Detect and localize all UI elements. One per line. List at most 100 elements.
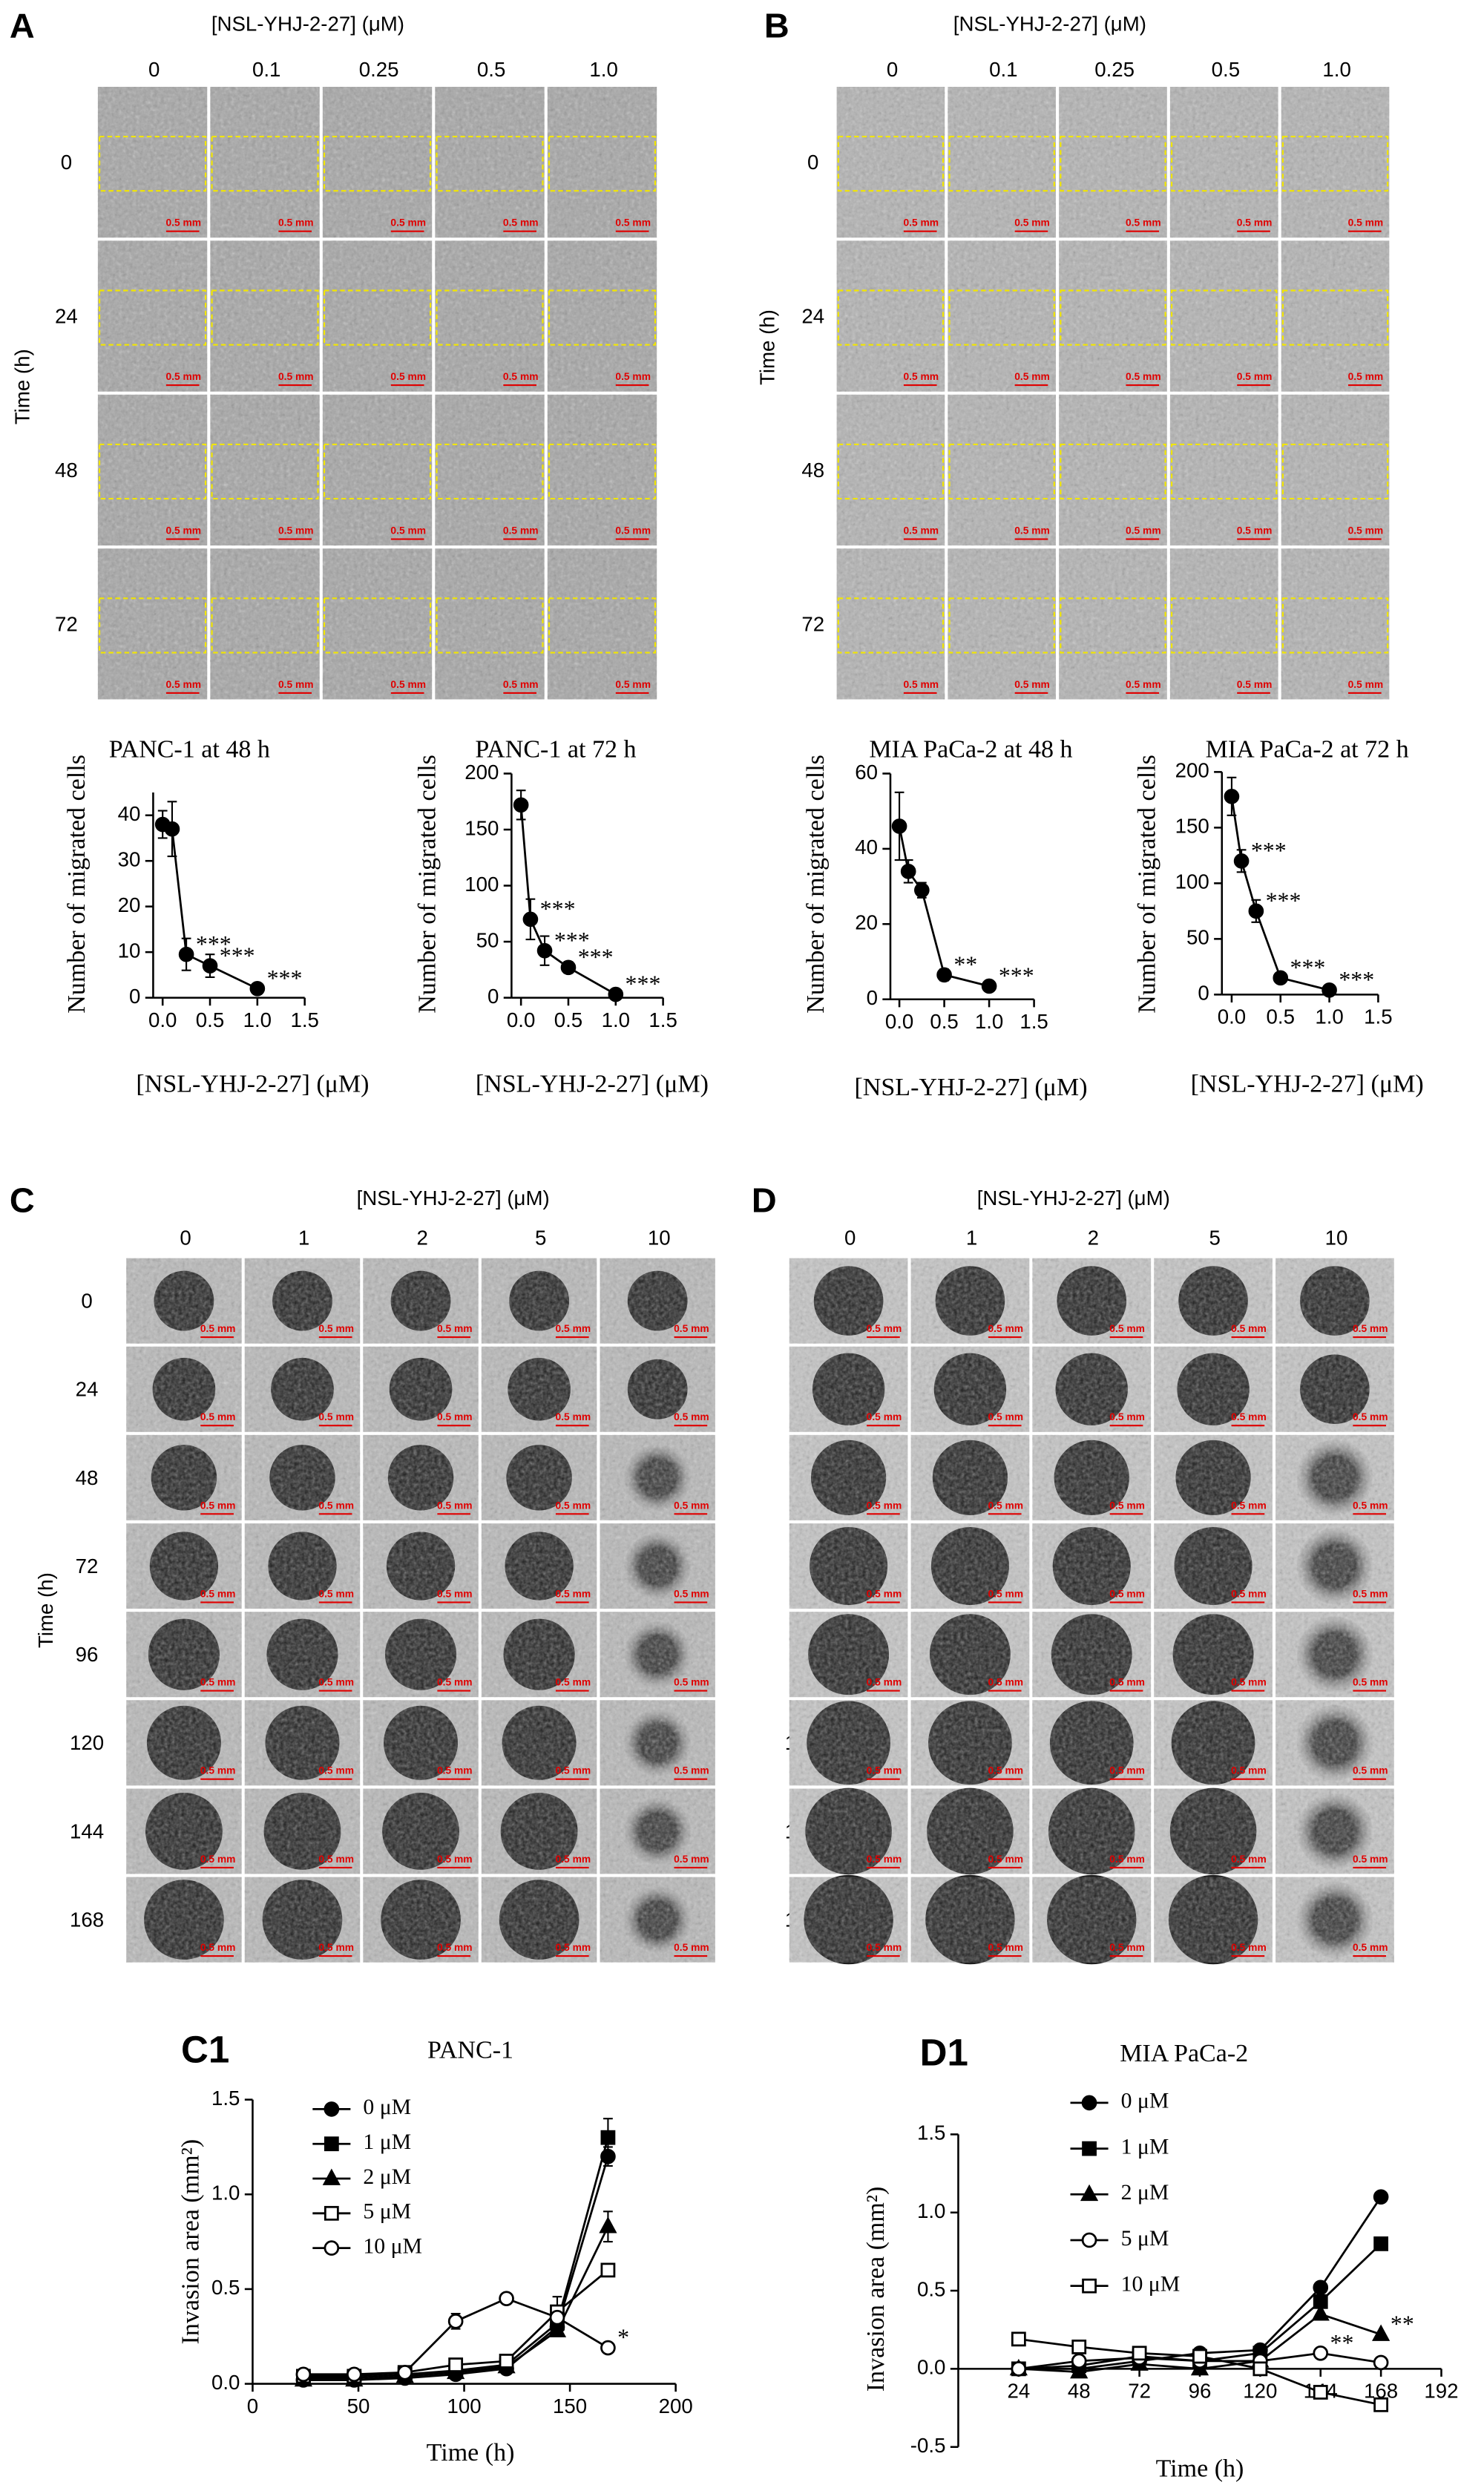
- column-label: 0: [148, 58, 160, 81]
- scale-bar-label: 0.5 mm: [200, 1765, 236, 1776]
- micrograph: 0.5 mm: [481, 1434, 597, 1520]
- micrograph-texture: [1275, 1788, 1394, 1874]
- micrograph: 0.5 mm: [789, 1612, 908, 1698]
- legend-marker: [1082, 2278, 1097, 2294]
- legend-marker: [324, 2136, 339, 2152]
- scratch-region: [323, 597, 432, 654]
- micrograph-texture: [322, 394, 433, 546]
- micrograph-texture: [1154, 1788, 1273, 1874]
- x-axis-label: [NSL-YHJ-2-27] (μM): [476, 1071, 709, 1098]
- micrograph: 0.5 mm: [126, 1434, 242, 1520]
- micrograph-texture: [789, 1434, 908, 1520]
- y-tick-label: 30: [118, 848, 141, 871]
- column-label: 0.5: [477, 58, 505, 81]
- grid-header: [NSL-YHJ-2-27] (μM): [357, 1186, 550, 1209]
- micrograph-texture: [435, 548, 545, 700]
- row-label: 48: [76, 1466, 99, 1489]
- micrograph-texture: [481, 1877, 597, 1963]
- marker: [548, 2320, 567, 2337]
- row-label: 72: [55, 612, 78, 635]
- micrograph-texture: [244, 1523, 361, 1609]
- scratch-region: [436, 289, 544, 346]
- scratch-region: [211, 289, 319, 346]
- scale-bar-label: 0.5 mm: [556, 1499, 591, 1511]
- scale-bar-label: 0.5 mm: [200, 1499, 236, 1511]
- scale-bar-label: 0.5 mm: [1231, 1322, 1267, 1334]
- scratch-region: [211, 136, 319, 192]
- scale-bar-label: 0.5 mm: [988, 1941, 1023, 1953]
- micrograph: 0.5 mm: [481, 1523, 597, 1609]
- legend-marker: [324, 2101, 340, 2117]
- x-tick-label: 0: [247, 2395, 258, 2418]
- scale-bar-label: 0.5 mm: [988, 1322, 1023, 1334]
- panel-label: B: [764, 7, 789, 45]
- legend-label: 0 μM: [363, 2095, 411, 2119]
- chart-title: PANC-1 at 48 h: [109, 736, 270, 764]
- micrograph: 0.5 mm: [244, 1346, 361, 1432]
- legend-marker: [1082, 2141, 1097, 2156]
- significance-label: ***: [554, 928, 590, 953]
- scale-bar-label: 0.5 mm: [1231, 1587, 1267, 1599]
- scale-bar-label: 0.5 mm: [1353, 1587, 1388, 1599]
- micrograph-texture: [789, 1258, 908, 1344]
- legend-label: 0 μM: [1121, 2089, 1169, 2113]
- scratch-region: [548, 136, 657, 192]
- row-label: 0: [807, 151, 818, 174]
- micrograph: 0.5 mm: [910, 1346, 1030, 1432]
- legend-marker: [1081, 2232, 1097, 2248]
- significance-label: **: [1391, 2311, 1414, 2337]
- marker: [600, 2340, 616, 2356]
- row-label: 96: [76, 1643, 99, 1666]
- micrograph-texture: [435, 394, 545, 546]
- significance-label: ***: [578, 945, 614, 971]
- scratch-region: [99, 443, 207, 500]
- x-tick-label: 192: [1424, 2380, 1458, 2403]
- micrograph: 0.5 mm: [363, 1434, 479, 1520]
- micrograph: 0.5 mm: [435, 548, 545, 700]
- chart-title: PANC-1: [427, 2037, 513, 2064]
- scale-bar-label: 0.5 mm: [165, 678, 201, 690]
- scale-bar-label: 0.5 mm: [556, 1411, 591, 1422]
- legend-label: 5 μM: [1121, 2226, 1169, 2251]
- legend-label: 5 μM: [363, 2199, 411, 2224]
- micrograph-texture: [97, 394, 208, 546]
- micrograph-texture: [600, 1258, 715, 1344]
- marker: [1011, 2331, 1026, 2347]
- scratch-region: [436, 136, 544, 192]
- scale-bar-label: 0.5 mm: [556, 1941, 591, 1953]
- marker: [914, 882, 930, 899]
- y-tick-label: 40: [855, 836, 878, 859]
- y-tick-label: 0: [1198, 982, 1209, 1005]
- y-tick-label: 1.5: [917, 2121, 945, 2144]
- micrograph-texture: [1281, 394, 1390, 546]
- scale-bar-label: 0.5 mm: [278, 217, 314, 229]
- micrograph-texture: [1032, 1434, 1152, 1520]
- micrograph: 0.5 mm: [1281, 394, 1390, 546]
- y-tick-label: 150: [1175, 815, 1209, 838]
- micrograph-texture: [1154, 1700, 1273, 1786]
- chart: D1 MIA PaCa-2 Time (h) Invasion area (mm²) -…: [862, 2032, 1459, 2483]
- x-axis-label: Time (h): [1156, 2455, 1244, 2482]
- micrograph-texture: [1059, 240, 1167, 392]
- scale-bar-label: 0.5 mm: [1348, 217, 1384, 229]
- scale-bar-label: 0.5 mm: [1231, 1676, 1267, 1688]
- micrograph-texture: [1032, 1700, 1152, 1786]
- scratch-region: [99, 136, 207, 192]
- micrograph-texture: [363, 1346, 479, 1432]
- marker: [1373, 2397, 1389, 2412]
- marker: [891, 818, 907, 834]
- row-label: 24: [55, 304, 78, 327]
- x-tick-label: 0.5: [1267, 1005, 1295, 1028]
- scale-bar-label: 0.5 mm: [903, 217, 939, 229]
- micrograph: 0.5 mm: [1275, 1612, 1394, 1698]
- x-axis-label: [NSL-YHJ-2-27] (μM): [854, 1074, 1087, 1101]
- micrograph-texture: [789, 1612, 908, 1698]
- micrograph: 0.5 mm: [948, 548, 1056, 700]
- micrograph-texture: [948, 240, 1056, 392]
- micrograph: 0.5 mm: [210, 240, 320, 392]
- micrograph: 0.5 mm: [1275, 1523, 1394, 1609]
- scale-bar-label: 0.5 mm: [165, 217, 201, 229]
- micrograph-texture: [789, 1346, 908, 1432]
- scale-bar-label: 0.5 mm: [867, 1765, 902, 1776]
- scale-bar-label: 0.5 mm: [278, 678, 314, 690]
